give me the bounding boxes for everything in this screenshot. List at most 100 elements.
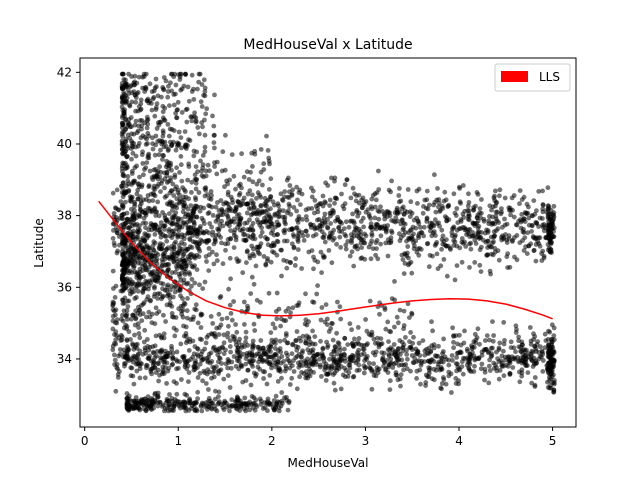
scatter-point [193,186,199,192]
scatter-point [210,213,216,218]
scatter-point [549,339,555,345]
scatter-point [392,279,397,284]
scatter-point [525,230,531,236]
scatter-point [506,354,512,360]
scatter-point [264,358,270,363]
y-tick-label: 42 [57,65,72,79]
scatter-point [490,319,495,324]
scatter-point [142,231,148,237]
scatter-point [179,224,185,230]
scatter-point [171,92,177,97]
scatter-point [415,219,421,224]
scatter-point [287,382,293,387]
scatter-point [203,340,209,346]
scatter-point [472,260,478,265]
scatter-point [110,347,116,353]
scatter-point [151,272,156,278]
scatter-point [407,315,412,320]
scatter-point [204,106,210,112]
scatter-point [353,360,359,366]
scatter-point [342,335,348,341]
scatter-point [484,333,490,338]
scatter-point [388,356,394,362]
scatter-point [161,312,166,318]
scatter-point [368,256,374,262]
scatter-point [300,217,305,222]
scatter-point [111,300,117,306]
scatter-point [410,340,416,346]
scatter-point [419,360,424,366]
scatter-point [208,350,214,356]
scatter-point [244,249,250,255]
scatter-point [148,367,154,372]
scatter-point [441,349,446,354]
scatter-point [252,328,258,333]
scatter-point [191,148,197,154]
scatter-point [235,358,240,364]
scatter-point [181,333,187,339]
scatter-point [481,218,487,224]
scatter-point [181,258,187,264]
scatter-point [362,358,367,363]
scatter-point [475,192,481,197]
scatter-point [200,378,206,384]
scatter-point [297,335,302,341]
scatter-point [518,225,524,231]
scatter-point [529,357,534,363]
scatter-point [175,107,180,113]
scatter-point [177,196,183,202]
scatter-point [133,315,139,321]
scatter-point [310,299,315,305]
scatter-point [291,205,297,210]
scatter-point [199,120,205,125]
scatter-point [277,338,283,344]
scatter-point [359,245,364,251]
scatter-point [321,215,327,221]
scatter-point [526,204,531,210]
scatter-point [164,201,170,207]
scatter-point [244,210,250,216]
scatter-point [339,191,344,197]
scatter-point [371,361,376,367]
scatter-point [166,211,172,217]
scatter-point [501,373,507,379]
scatter-point [177,274,183,279]
scatter-point [292,263,298,268]
scatter-point [397,231,402,237]
scatter-point [129,182,135,187]
scatter-point [412,243,417,249]
scatter-point [228,365,234,371]
scatter-point [234,394,240,400]
scatter-point [150,96,156,102]
scatter-point [181,399,187,404]
scatter-point [398,372,404,377]
scatter-point [152,321,158,327]
scatter-point [454,263,460,268]
plot-frame [79,57,577,428]
scatter-point [180,209,186,215]
scatter-point [221,332,227,338]
scatter-point [272,325,278,331]
scatter-point [112,357,118,363]
scatter-point [191,314,197,320]
scatter-point [285,407,291,413]
scatter-point [228,349,234,355]
scatter-point [528,341,534,347]
scatter-point [181,300,187,306]
scatter-point [152,390,158,396]
scatter-point [202,279,208,285]
scatter-point [134,398,139,404]
scatter-point [413,346,419,352]
scatter-point [199,400,205,406]
scatter-point [201,174,206,180]
scatter-point [310,347,316,352]
scatter-point [181,323,186,329]
scatter-point [334,365,340,371]
scatter-point [454,206,460,211]
scatter-point [151,167,157,173]
scatter-point [229,152,235,158]
scatter-point [374,246,379,252]
scatter-point [122,82,128,88]
scatter-point [184,315,190,321]
scatter-point [118,288,124,294]
